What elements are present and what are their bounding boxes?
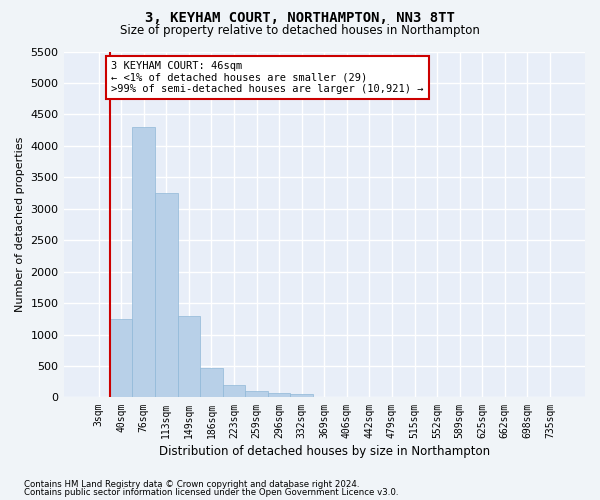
Bar [223, 385, 245, 398]
Text: Contains HM Land Registry data © Crown copyright and database right 2024.: Contains HM Land Registry data © Crown c… [24, 480, 359, 489]
Text: Contains public sector information licensed under the Open Government Licence v3: Contains public sector information licen… [24, 488, 398, 497]
Text: 3, KEYHAM COURT, NORTHAMPTON, NN3 8TT: 3, KEYHAM COURT, NORTHAMPTON, NN3 8TT [145, 11, 455, 25]
Bar [245, 391, 268, 398]
Bar [268, 393, 290, 398]
Bar [200, 368, 223, 398]
X-axis label: Distribution of detached houses by size in Northampton: Distribution of detached houses by size … [159, 444, 490, 458]
Text: 3 KEYHAM COURT: 46sqm
← <1% of detached houses are smaller (29)
>99% of semi-det: 3 KEYHAM COURT: 46sqm ← <1% of detached … [111, 61, 424, 94]
Text: Size of property relative to detached houses in Northampton: Size of property relative to detached ho… [120, 24, 480, 37]
Bar [110, 319, 133, 398]
Bar [178, 316, 200, 398]
Bar [290, 394, 313, 398]
Bar [155, 193, 178, 398]
Y-axis label: Number of detached properties: Number of detached properties [15, 137, 25, 312]
Bar [133, 127, 155, 398]
